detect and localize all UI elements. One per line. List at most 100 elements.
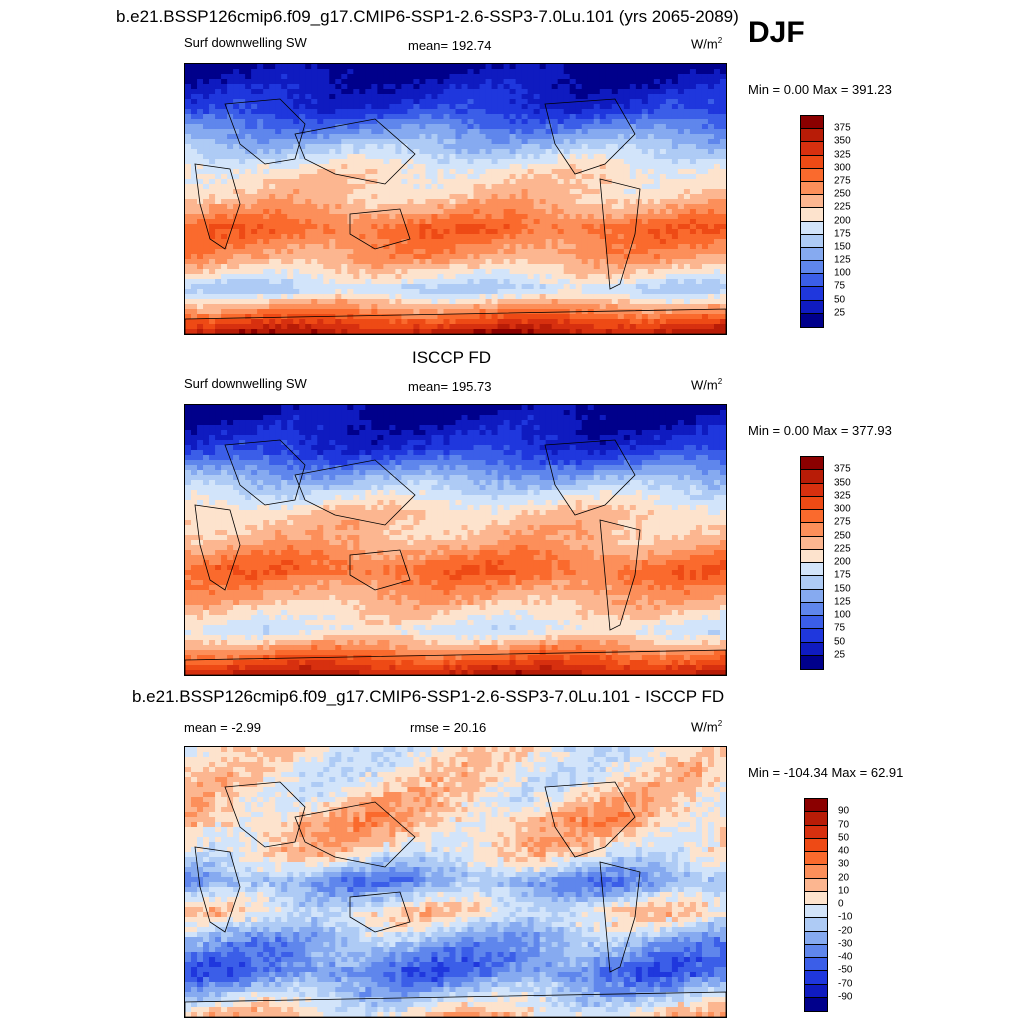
field-cell xyxy=(599,244,607,250)
field-cell xyxy=(335,84,342,90)
field-cell xyxy=(449,104,457,110)
field-cell xyxy=(233,134,240,140)
field-cell xyxy=(629,264,637,270)
field-cell xyxy=(719,99,726,105)
field-cell xyxy=(257,239,264,245)
field-cell xyxy=(275,184,282,190)
field-cell xyxy=(509,174,517,180)
field-cell xyxy=(527,259,535,265)
field-cell xyxy=(707,79,715,85)
coastline xyxy=(544,98,636,175)
field-cell xyxy=(209,129,216,135)
field-cell xyxy=(233,69,240,75)
field-cell xyxy=(251,234,258,240)
field-cell xyxy=(587,99,595,105)
field-cell xyxy=(593,239,601,245)
field-cell xyxy=(539,289,547,295)
field-cell xyxy=(617,289,625,295)
field-cell xyxy=(677,64,685,70)
field-cell xyxy=(377,199,384,205)
field-cell xyxy=(395,219,402,225)
field-cell xyxy=(569,159,577,165)
field-cell xyxy=(617,174,625,180)
field-cell xyxy=(233,239,240,245)
field-cell xyxy=(359,209,366,215)
field-cell xyxy=(515,104,523,110)
field-cell xyxy=(467,249,475,255)
field-cell xyxy=(533,134,541,140)
field-cell xyxy=(479,224,487,230)
field-cell xyxy=(353,214,360,220)
field-cell xyxy=(587,109,595,115)
field-cell xyxy=(689,204,697,210)
field-cell xyxy=(347,64,354,70)
field-cell xyxy=(719,64,726,70)
field-cell xyxy=(713,84,721,90)
field-cell xyxy=(305,219,312,225)
field-cell xyxy=(239,219,246,225)
field-cell xyxy=(437,154,445,160)
field-cell xyxy=(617,84,625,90)
field-cell xyxy=(443,64,451,70)
field-cell xyxy=(539,269,547,275)
field-cell xyxy=(371,149,378,155)
field-cell xyxy=(707,274,715,280)
field-cell xyxy=(227,254,234,260)
field-cell xyxy=(395,94,402,100)
field-cell xyxy=(239,289,246,295)
field-cell xyxy=(347,94,354,100)
field-cell xyxy=(251,84,258,90)
field-cell xyxy=(527,274,535,280)
field-cell xyxy=(491,239,499,245)
field-cell xyxy=(575,314,583,320)
field-cell xyxy=(443,284,451,290)
field-cell xyxy=(239,299,246,305)
field-cell xyxy=(539,314,547,320)
field-cell xyxy=(419,184,427,190)
field-cell xyxy=(227,139,234,145)
field-cell xyxy=(629,124,637,130)
field-cell xyxy=(371,194,378,200)
field-cell xyxy=(719,179,726,185)
field-cell xyxy=(371,134,378,140)
field-cell xyxy=(299,144,306,150)
field-cell xyxy=(683,89,691,95)
field-cell xyxy=(347,284,354,290)
field-cell xyxy=(419,159,427,165)
field-cell xyxy=(431,79,439,85)
field-cell xyxy=(275,294,282,300)
field-cell xyxy=(479,199,487,205)
field-cell xyxy=(329,159,336,165)
field-cell xyxy=(221,84,228,90)
field-cell xyxy=(221,69,228,75)
field-cell xyxy=(347,274,354,280)
field-cell xyxy=(407,159,415,165)
field-cell xyxy=(281,234,288,240)
field-cell xyxy=(413,104,421,110)
field-cell xyxy=(395,284,402,290)
field-cell xyxy=(443,139,451,145)
field-cell xyxy=(491,164,499,170)
field-cell xyxy=(539,114,547,120)
field-cell xyxy=(509,84,517,90)
field-cell xyxy=(509,184,517,190)
field-cell xyxy=(611,405,619,411)
field-cell xyxy=(449,289,457,295)
field-cell xyxy=(197,244,204,250)
field-cell xyxy=(197,309,204,315)
field-cell xyxy=(263,259,270,265)
field-cell xyxy=(611,229,619,235)
field-cell xyxy=(497,64,505,70)
field-cell xyxy=(707,329,715,334)
field-cell xyxy=(653,119,661,125)
field-cell xyxy=(263,244,270,250)
field-cell xyxy=(611,204,619,210)
field-cell xyxy=(275,74,282,80)
field-cell xyxy=(515,179,523,185)
field-cell xyxy=(437,189,445,195)
field-cell xyxy=(521,104,529,110)
field-cell xyxy=(425,184,433,190)
field-cell xyxy=(593,284,601,290)
field-cell xyxy=(299,74,306,80)
field-cell xyxy=(365,244,372,250)
